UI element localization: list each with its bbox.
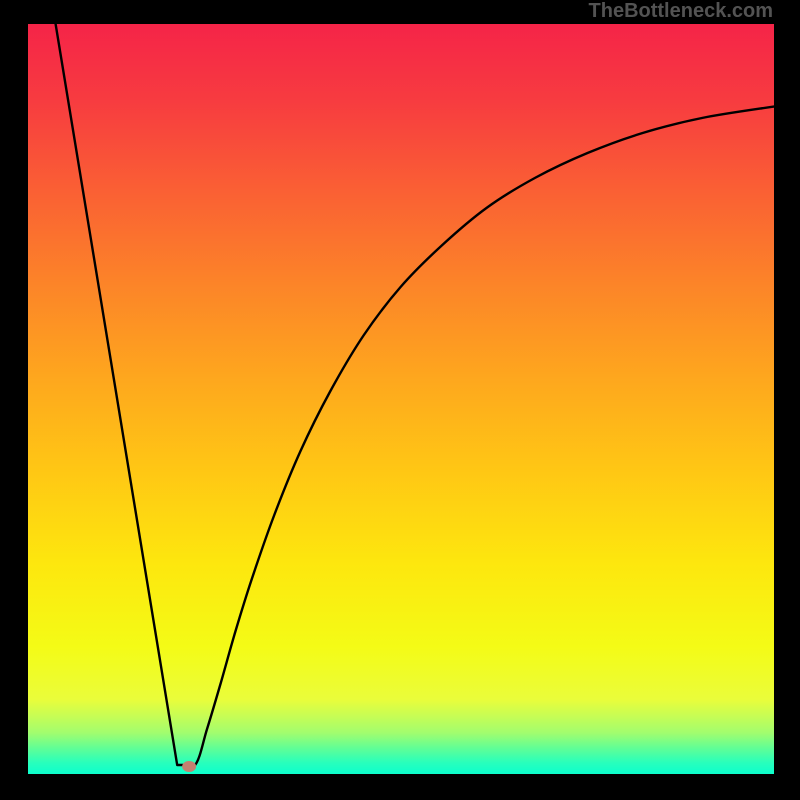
- watermark-text: TheBottleneck.com: [589, 0, 773, 23]
- chart-container: TheBottleneck.com: [0, 0, 800, 800]
- optimal-point-marker: [182, 761, 196, 772]
- plot-area: [28, 24, 774, 774]
- curve-layer: [28, 24, 774, 774]
- bottleneck-curve: [56, 24, 774, 765]
